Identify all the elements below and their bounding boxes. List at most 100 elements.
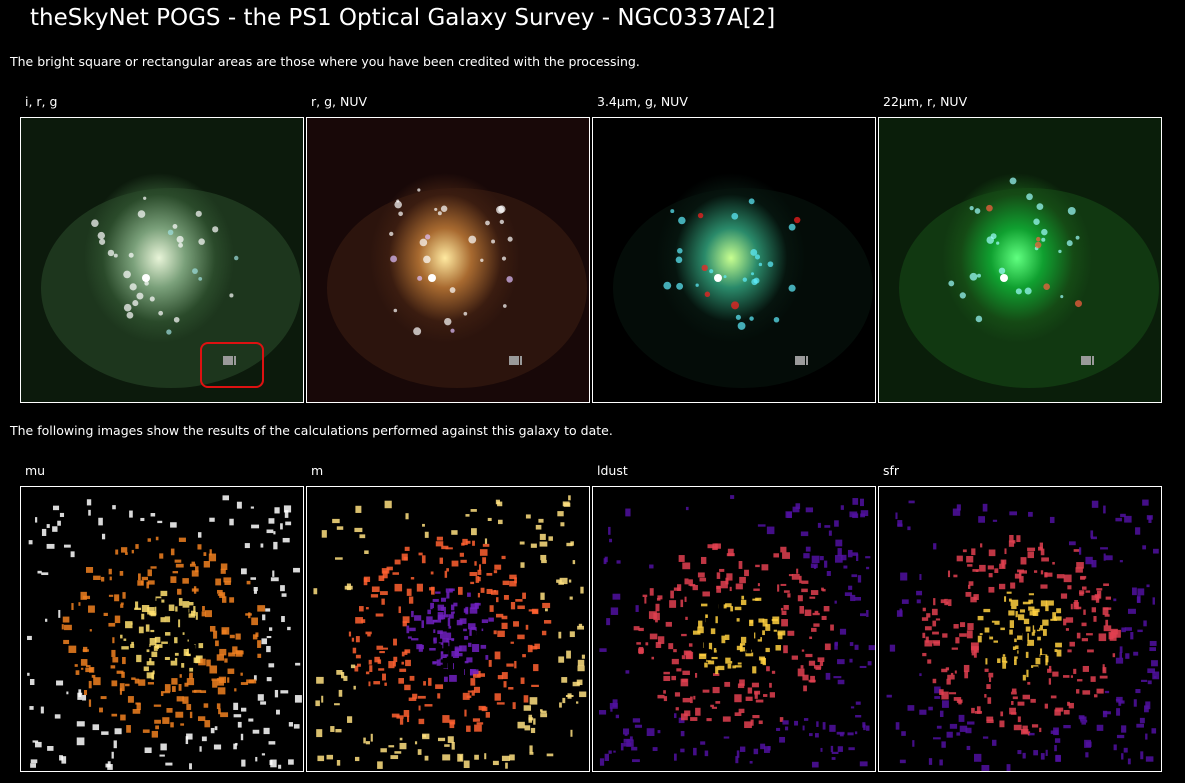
pixel-block <box>59 755 63 761</box>
pixel-block <box>715 666 719 675</box>
pixel-block <box>848 585 853 590</box>
pixel-block <box>813 623 820 627</box>
pixel-block <box>517 605 525 610</box>
pixel-block <box>956 504 961 511</box>
pixel-block <box>162 717 170 724</box>
pixel-block <box>198 658 206 666</box>
pixel-block <box>270 577 279 582</box>
pixel-block <box>579 691 587 698</box>
pixel-block <box>80 591 87 600</box>
pixel-block <box>717 665 725 671</box>
star <box>1043 283 1050 291</box>
pixel-block <box>52 505 60 511</box>
star <box>1015 288 1022 295</box>
pixel-block <box>134 678 140 684</box>
pixel-block <box>979 633 983 636</box>
pixel-block <box>454 646 459 654</box>
pixel-block <box>122 656 126 665</box>
pixel-block <box>912 740 915 747</box>
marker-square <box>234 356 236 365</box>
pixel-block <box>694 672 698 678</box>
pixel-block <box>447 736 454 743</box>
star <box>959 292 966 299</box>
pixel-block <box>454 652 463 657</box>
masked-block <box>190 644 196 658</box>
pixel-block <box>176 696 184 702</box>
pixel-block <box>227 668 235 674</box>
pixel-block <box>939 710 944 717</box>
pixel-block <box>713 648 717 653</box>
pixel-block <box>919 574 922 581</box>
pixel-block <box>854 597 862 601</box>
pixel-block <box>837 659 845 665</box>
pixel-block <box>35 517 38 523</box>
pixel-block <box>1076 689 1080 694</box>
pixel-block <box>114 728 122 735</box>
pixel-block <box>394 751 402 754</box>
pixel-block <box>651 656 655 660</box>
pixel-block <box>153 646 158 651</box>
pixel-block <box>769 692 775 698</box>
pixel-block <box>266 677 272 682</box>
pixel-block <box>655 619 658 623</box>
pixel-block <box>740 642 746 646</box>
star <box>1066 240 1073 247</box>
pixel-block <box>213 630 218 639</box>
pixel-block <box>160 691 164 696</box>
pixel-block <box>488 659 492 667</box>
pixel-block <box>288 759 294 765</box>
image-label: 22μm, r, NUV <box>883 94 968 109</box>
pixel-block <box>245 613 252 616</box>
star <box>723 275 727 279</box>
pixel-block <box>399 737 403 741</box>
pixel-block <box>1055 754 1061 762</box>
pixel-block <box>170 522 177 528</box>
pixel-block <box>1077 679 1083 682</box>
pixel-block <box>101 576 105 582</box>
pixel-block <box>180 723 185 726</box>
pixel-block <box>792 506 800 513</box>
pixel-block <box>501 555 506 560</box>
masked-block <box>435 643 441 659</box>
pixel-block <box>1082 690 1091 695</box>
pixel-block <box>546 753 554 757</box>
pixel-block <box>391 713 400 718</box>
pixel-block <box>949 723 958 729</box>
pixel-block <box>193 606 196 614</box>
pixel-block <box>812 612 820 616</box>
pixel-block <box>191 561 195 565</box>
pixel-block <box>576 701 579 704</box>
pixel-block <box>860 510 869 517</box>
pixel-block <box>971 548 976 556</box>
pixel-block <box>965 727 972 734</box>
pixel-block <box>411 610 414 618</box>
pixel-block <box>120 714 126 721</box>
pixel-block <box>971 652 975 656</box>
pixel-block <box>112 637 115 644</box>
pixel-block <box>831 751 839 755</box>
star <box>132 300 139 307</box>
pixel-block <box>649 588 654 596</box>
pixel-block <box>432 629 436 634</box>
pixel-block <box>336 670 343 675</box>
star <box>136 292 144 300</box>
pixel-block <box>367 633 371 637</box>
pixel-block <box>1085 556 1093 565</box>
pixel-block <box>340 672 345 679</box>
pixel-block <box>727 663 732 669</box>
pixel-block <box>201 736 207 742</box>
pixel-block <box>795 503 801 509</box>
pixel-block <box>533 718 536 725</box>
star <box>996 241 1000 245</box>
pixel-block <box>847 732 854 736</box>
pixel-block <box>209 665 218 674</box>
pixel-block <box>540 592 545 600</box>
pixel-block <box>89 629 92 632</box>
pixel-block <box>739 746 746 752</box>
pixel-block <box>432 598 439 602</box>
pixel-block <box>649 633 658 640</box>
pixel-block <box>1148 515 1152 523</box>
pixel-block <box>706 718 712 722</box>
masked-block <box>180 617 186 629</box>
pixel-block <box>478 564 481 571</box>
